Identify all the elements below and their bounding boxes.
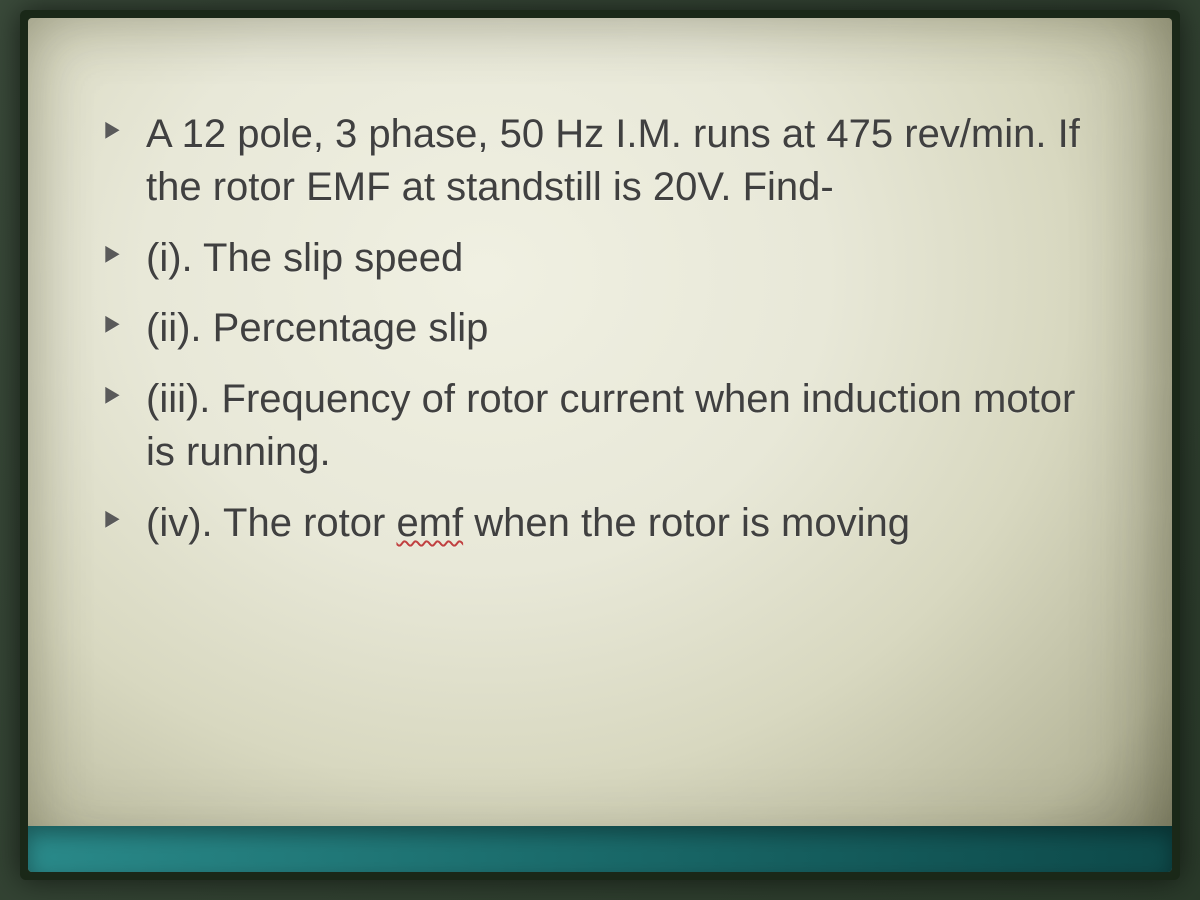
bullet-text-after: when the rotor is moving [463, 501, 910, 545]
bullet-item-iv: (iv). The rotor emf when the rotor is mo… [98, 497, 1102, 550]
bullet-item-i: (i). The slip speed [98, 232, 1102, 285]
bullet-item-iii: (iii). Frequency of rotor current when i… [98, 373, 1102, 479]
screen-frame: A 12 pole, 3 phase, 50 Hz I.M. runs at 4… [20, 10, 1180, 880]
slide-accent-band [28, 826, 1172, 872]
bullet-text: (ii). Percentage slip [146, 306, 488, 350]
bullet-item-problem: A 12 pole, 3 phase, 50 Hz I.M. runs at 4… [98, 108, 1102, 214]
bullet-item-ii: (ii). Percentage slip [98, 302, 1102, 355]
bullet-text: A 12 pole, 3 phase, 50 Hz I.M. runs at 4… [146, 112, 1080, 209]
spellcheck-word: emf [396, 501, 463, 545]
bullet-list: A 12 pole, 3 phase, 50 Hz I.M. runs at 4… [98, 108, 1102, 550]
bullet-text: (iii). Frequency of rotor current when i… [146, 377, 1075, 474]
bullet-text: (i). The slip speed [146, 236, 463, 280]
bullet-text-before: (iv). The rotor [146, 501, 396, 545]
presentation-slide: A 12 pole, 3 phase, 50 Hz I.M. runs at 4… [28, 18, 1172, 872]
